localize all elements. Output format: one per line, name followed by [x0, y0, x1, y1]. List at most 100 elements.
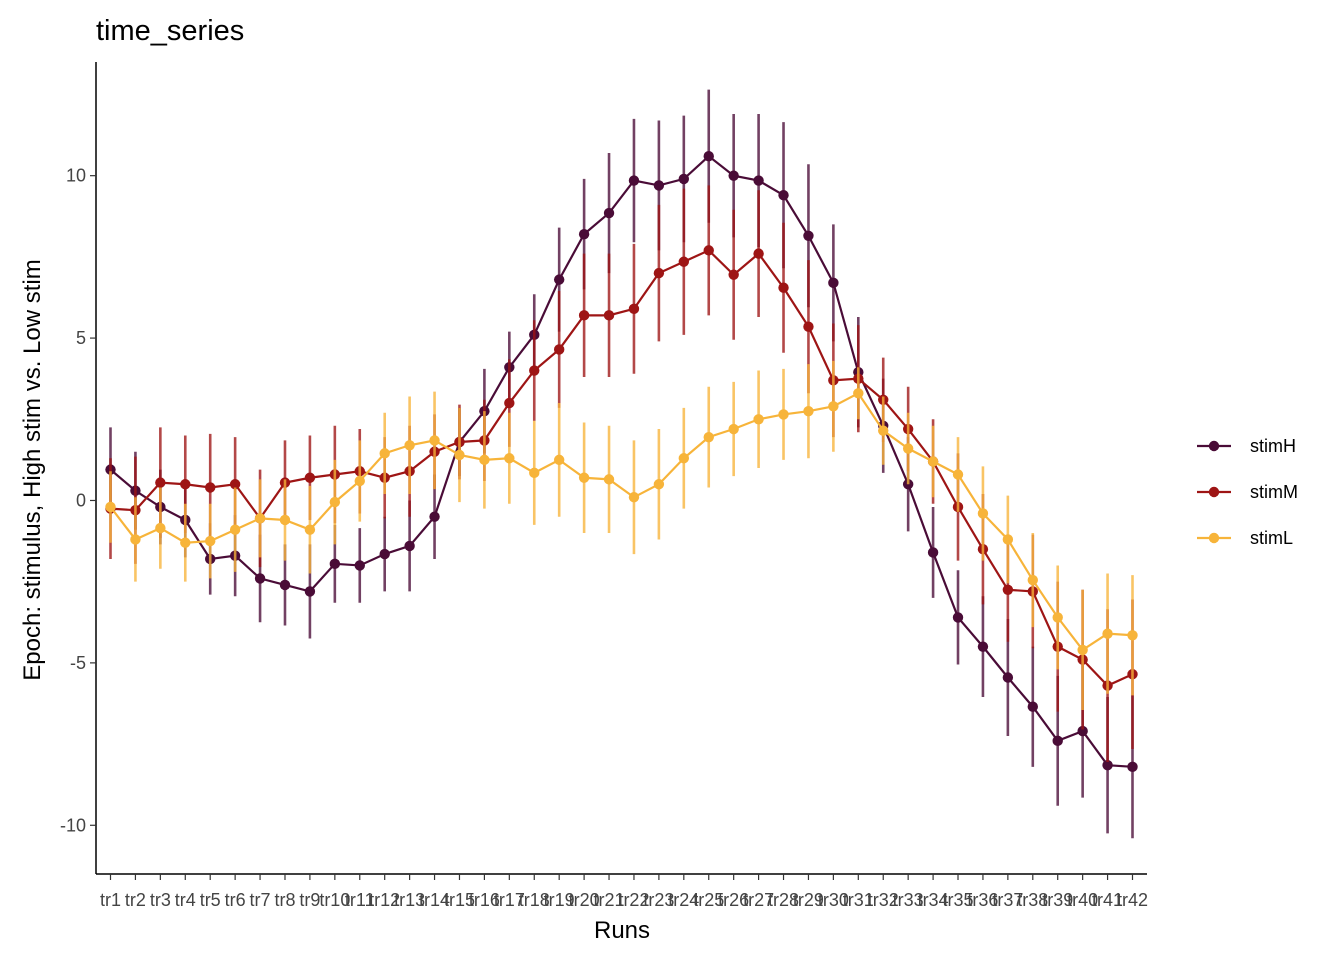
data-point — [578, 310, 590, 321]
data-point — [678, 173, 690, 185]
data-point — [603, 474, 615, 485]
data-point — [1002, 672, 1014, 683]
x-tick-label: tr21 — [594, 890, 625, 910]
x-tick-label: tr23 — [643, 890, 674, 910]
x-tick-label: tr33 — [893, 890, 924, 910]
y-axis-title: Epoch: stimulus, High stim vs. Low stim — [19, 259, 46, 680]
data-point — [229, 524, 241, 535]
legend-key-point — [1208, 532, 1220, 544]
data-point — [1027, 574, 1038, 586]
x-tick-label: tr28 — [768, 890, 799, 910]
data-point — [379, 548, 390, 560]
data-point — [728, 423, 739, 435]
data-point — [229, 479, 241, 490]
x-tick-label: tr5 — [200, 890, 221, 910]
x-tick-label: tr24 — [668, 890, 699, 910]
x-tick-label: tr17 — [494, 890, 525, 910]
x-tick-label: tr12 — [369, 890, 400, 910]
data-point — [803, 230, 814, 241]
data-point — [578, 472, 590, 483]
data-point — [1077, 644, 1088, 656]
data-point — [254, 573, 266, 584]
data-point — [828, 277, 839, 289]
data-point — [205, 535, 216, 547]
data-point — [1002, 534, 1014, 545]
data-point — [304, 586, 316, 597]
data-point — [952, 612, 964, 623]
data-point — [354, 560, 365, 571]
data-point — [803, 405, 814, 417]
data-point — [279, 579, 291, 591]
x-tick-label: tr3 — [150, 890, 171, 910]
x-tick-label: tr32 — [868, 890, 899, 910]
x-tick-label: tr10 — [319, 890, 350, 910]
data-point — [105, 501, 116, 513]
data-point — [728, 269, 739, 280]
data-point — [803, 321, 814, 332]
data-point — [853, 388, 864, 399]
x-tick-label: tr38 — [1017, 890, 1048, 910]
data-point — [578, 228, 590, 240]
y-tick-label: 0 — [76, 490, 86, 510]
x-tick-label: tr14 — [419, 890, 450, 910]
y-ticks: 10 5 0 -5 -10 — [60, 166, 96, 835]
x-ticks: tr1 tr2 tr3 tr4 tr5 tr6 tr7 tr8 tr9tr10tr11tr12t… — [100, 874, 1148, 910]
x-tick-label: tr11 — [345, 890, 375, 910]
data-point — [927, 456, 939, 467]
x-tick-label: tr15 — [444, 890, 475, 910]
data-point — [1077, 725, 1088, 737]
data-point — [603, 310, 615, 321]
x-tick-label: tr29 — [793, 890, 824, 910]
x-tick-label: tr2 — [125, 890, 146, 910]
x-tick-label: tr37 — [992, 890, 1023, 910]
data-point — [1127, 761, 1138, 773]
data-point — [878, 425, 889, 436]
data-point — [678, 256, 690, 267]
data-point — [404, 440, 415, 451]
data-point — [304, 524, 316, 535]
data-point — [429, 435, 440, 446]
data-point — [678, 453, 690, 464]
data-point — [927, 547, 939, 558]
data-point — [1127, 630, 1138, 641]
x-tick-label: tr18 — [519, 890, 550, 910]
x-tick-label: tr22 — [618, 890, 649, 910]
data-point — [155, 522, 166, 534]
data-point — [1102, 759, 1113, 771]
data-point — [504, 397, 515, 409]
data-point — [628, 175, 640, 186]
x-tick-label: tr13 — [394, 890, 425, 910]
data-point — [354, 475, 365, 487]
data-point — [504, 453, 515, 464]
data-point — [977, 641, 989, 652]
data-point — [753, 248, 764, 259]
legend-label: stimL — [1250, 528, 1293, 548]
x-tick-label: tr30 — [818, 890, 849, 910]
chart-title: time_series — [96, 15, 244, 47]
data-point — [1052, 735, 1063, 747]
data-point — [902, 443, 914, 454]
data-point — [553, 274, 565, 285]
data-point — [180, 479, 191, 490]
legend: stimH stimM stimL — [1197, 436, 1298, 548]
x-tick-label: tr1 — [100, 890, 121, 910]
x-tick-label: tr26 — [718, 890, 749, 910]
x-tick-label: tr4 — [175, 890, 196, 910]
data-point — [628, 492, 640, 503]
data-point — [155, 477, 166, 488]
y-tick-label: 10 — [66, 166, 86, 186]
x-tick-label: tr42 — [1117, 890, 1148, 910]
data-point — [304, 472, 316, 483]
x-tick-label: tr41 — [1092, 890, 1123, 910]
data-point — [753, 414, 764, 425]
legend-label: stimH — [1250, 436, 1296, 456]
data-point — [479, 454, 490, 466]
y-tick-label: 5 — [76, 328, 86, 348]
x-tick-label: tr31 — [843, 890, 874, 910]
y-tick-label: -5 — [70, 653, 86, 673]
data-point — [529, 365, 540, 376]
data-point — [329, 496, 341, 508]
data-point — [603, 207, 615, 219]
data-point — [778, 189, 789, 201]
